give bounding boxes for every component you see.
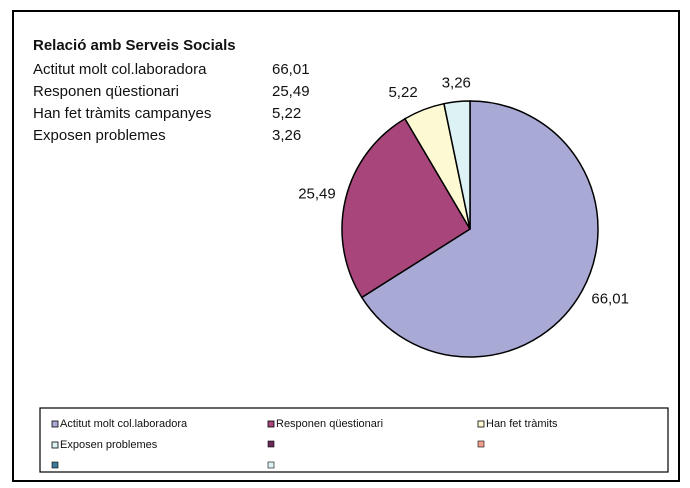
- chart-title: Relació amb Serveis Socials: [33, 37, 236, 54]
- table-value: 66,01: [272, 61, 310, 78]
- data-label: 5,22: [388, 84, 417, 101]
- pie-slice: [443, 100, 471, 230]
- legend-label: Responen qüestionari: [276, 418, 383, 430]
- table-name: Responen qüestionari: [33, 83, 179, 100]
- table-value: 5,22: [272, 105, 301, 122]
- table-value: 3,26: [272, 127, 301, 144]
- legend-swatch: [477, 420, 485, 428]
- legend-swatch: [477, 440, 485, 448]
- legend-label: Actitut molt col.laboradora: [60, 418, 188, 430]
- legend-label: Exposen problemes: [60, 439, 158, 451]
- pie-slice: [341, 117, 472, 299]
- legend-swatch: [267, 420, 275, 428]
- table-name: Actitut molt col.laboradora: [33, 61, 207, 78]
- legend-label: Han fet tràmits: [486, 418, 558, 430]
- legend-swatch: [51, 441, 59, 449]
- data-label: 3,26: [442, 75, 471, 92]
- pie-slice: [360, 100, 599, 358]
- legend-swatch: [51, 461, 59, 469]
- table-name: Exposen problemes: [33, 127, 166, 144]
- table-value: 25,49: [272, 83, 310, 100]
- legend-swatch: [267, 461, 275, 469]
- legend-swatch: [51, 420, 59, 428]
- legend-swatch: [267, 440, 275, 448]
- data-label: 66,01: [591, 290, 629, 307]
- legend-box: [39, 407, 669, 473]
- data-label: 25,49: [298, 186, 336, 203]
- table-name: Han fet tràmits campanyes: [33, 105, 211, 122]
